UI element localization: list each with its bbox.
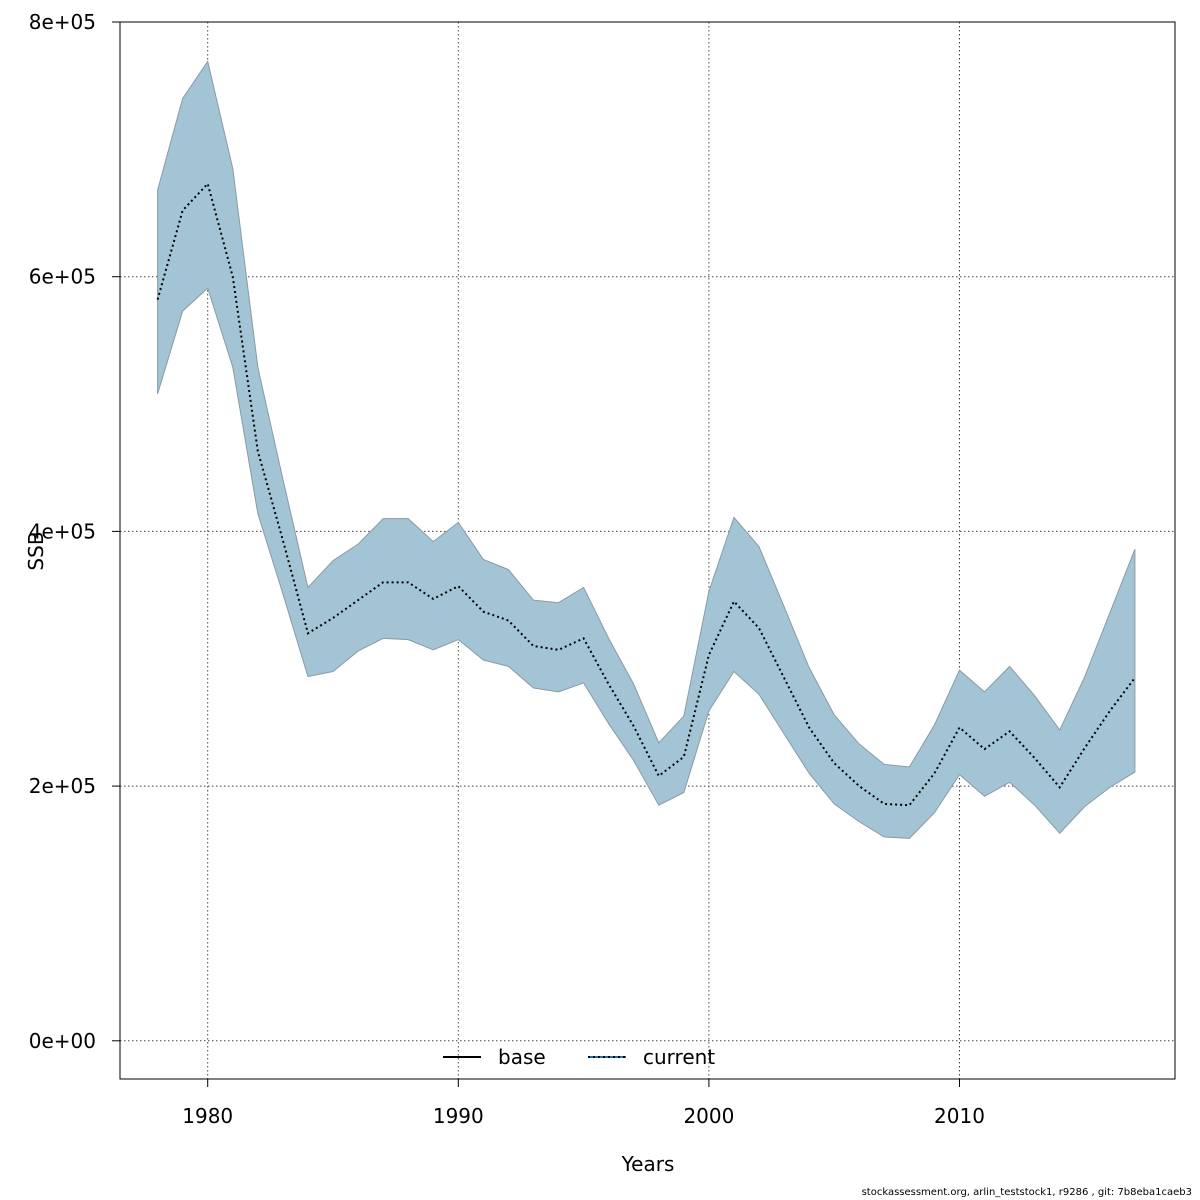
confidence-band-area xyxy=(157,60,1136,839)
y-axis: 0e+00 2e+05 4e+05 6e+05 8e+05 xyxy=(29,10,120,1053)
y-tick-label: 0e+00 xyxy=(29,1029,96,1053)
x-axis: 1980 1990 2000 2010 xyxy=(182,1079,985,1128)
x-axis-title: Years xyxy=(621,1152,675,1176)
x-tick-label: 1990 xyxy=(433,1104,484,1128)
legend: base current xyxy=(443,1045,715,1069)
series-lines xyxy=(156,181,1136,807)
x-tick-label: 2000 xyxy=(683,1104,734,1128)
y-tick-label: 8e+05 xyxy=(29,10,96,34)
y-tick-label: 4e+05 xyxy=(29,519,96,543)
x-tick-label: 1980 xyxy=(182,1104,233,1128)
y-axis-title: SSB xyxy=(24,531,48,570)
footer-credit: stockassessment.org, arlin_teststock1, r… xyxy=(861,1187,1192,1198)
plot-border xyxy=(119,21,1176,1080)
current-series-line xyxy=(156,181,1136,807)
legend-label-current: current xyxy=(643,1045,715,1069)
grid-lines xyxy=(120,21,1175,1079)
y-tick-label: 6e+05 xyxy=(29,265,96,289)
legend-label-base: base xyxy=(498,1045,546,1069)
confidence-band xyxy=(157,60,1136,839)
plot-frame xyxy=(119,21,1176,1080)
y-tick-label: 2e+05 xyxy=(29,774,96,798)
x-tick-label: 2010 xyxy=(934,1104,985,1128)
